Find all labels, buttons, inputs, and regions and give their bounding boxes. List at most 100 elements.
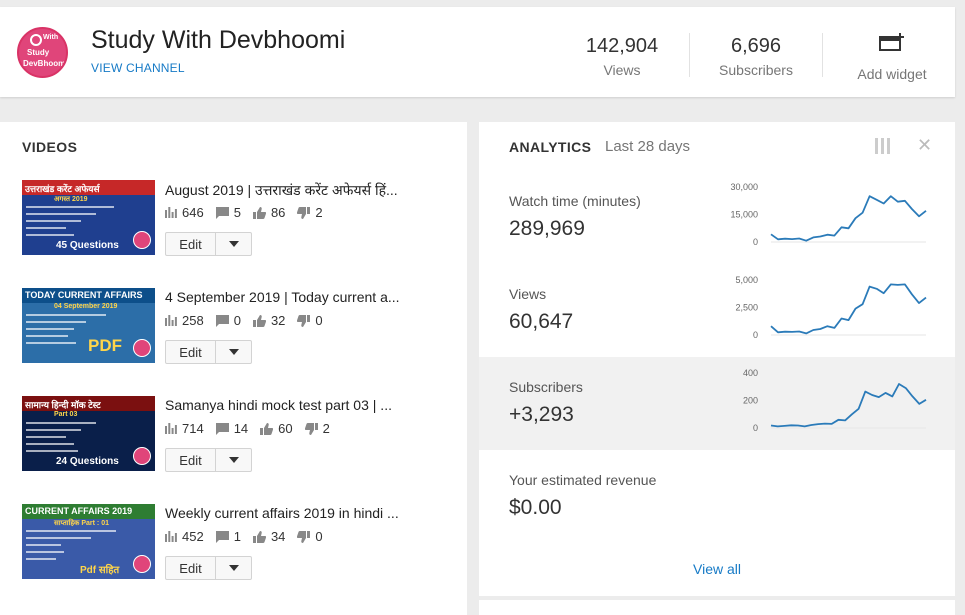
thumbs-up-icon	[260, 422, 274, 435]
thumbnail-text-line	[26, 530, 116, 532]
channel-avatar[interactable]: With Study DevBhoomi	[17, 27, 68, 78]
sparkline-tick-label: 0	[753, 330, 758, 340]
add-widget-button[interactable]: Add widget	[848, 33, 936, 82]
close-icon[interactable]: ✕	[917, 135, 933, 155]
video-stats: 646 5 86 2	[165, 205, 335, 220]
dislikes-stat: 0	[297, 313, 323, 328]
edit-button-group: Edit	[165, 556, 252, 580]
video-dislikes: 2	[315, 205, 323, 220]
video-row: उत्तराखंड करेंट अफेयर्स अगस्त 2019 45 Qu…	[22, 180, 462, 260]
video-title[interactable]: 4 September 2019 | Today current a...	[165, 289, 400, 305]
likes-stat: 86	[252, 205, 285, 220]
sparkline-tick-label: 15,000	[730, 210, 758, 220]
channel-logo-badge	[133, 555, 151, 573]
edit-dropdown-button[interactable]	[216, 449, 251, 471]
video-dislikes: 0	[315, 529, 323, 544]
views-stat: 452	[165, 529, 204, 544]
sparkline-series	[770, 283, 927, 335]
video-row: सामान्य हिन्दी मॉक टेस्ट Part 03 24 Ques…	[22, 396, 462, 476]
thumbnail-highlight: Pdf सहित	[80, 565, 120, 576]
sparkline-tick-label: 30,000	[730, 182, 758, 192]
avatar-text-2: Study	[27, 48, 50, 57]
bar-chart-icon	[165, 531, 177, 542]
video-title[interactable]: Samanya hindi mock test part 03 | ...	[165, 397, 392, 413]
video-stats: 714 14 60 2	[165, 421, 342, 436]
edit-button[interactable]: Edit	[166, 233, 216, 255]
edit-button[interactable]: Edit	[166, 557, 216, 579]
stat-divider	[822, 33, 823, 77]
video-likes: 32	[270, 313, 286, 328]
edit-button-group: Edit	[165, 232, 252, 256]
analytics-metric[interactable]: Watch time (minutes) 289,969 30,000 15,000…	[479, 171, 955, 264]
thumbnail-text-line	[26, 321, 86, 323]
avatar-text-3: DevBhoomi	[23, 59, 68, 68]
thumbs-down-icon	[297, 530, 311, 543]
comment-icon	[215, 422, 229, 435]
likes-stat: 60	[260, 421, 293, 436]
edit-button-group: Edit	[165, 340, 252, 364]
channel-header: With Study DevBhoomi Study With Devbhoom…	[0, 7, 955, 97]
comments-stat: 0	[215, 313, 241, 328]
dislikes-stat: 2	[297, 205, 323, 220]
views-stat: 714	[165, 421, 204, 436]
sparkline-tick-label: 0	[753, 423, 758, 433]
thumbnail-subcaption: अगस्त 2019	[54, 196, 88, 203]
view-all-link[interactable]: View all	[693, 561, 741, 577]
likes-stat: 34	[252, 529, 286, 544]
edit-dropdown-button[interactable]	[216, 233, 251, 255]
bar-chart-icon	[165, 207, 177, 218]
comment-icon	[215, 206, 229, 219]
views-stat: 258	[165, 313, 204, 328]
analytics-metric[interactable]: Subscribers +3,293 400 200 0	[479, 357, 955, 450]
video-views: 714	[182, 421, 204, 436]
next-card-edge	[479, 600, 955, 615]
comment-icon	[215, 314, 229, 327]
metric-sparkline: 30,000 15,000 0	[730, 182, 927, 247]
video-likes: 34	[270, 529, 286, 544]
edit-button[interactable]: Edit	[166, 449, 216, 471]
edit-dropdown-button[interactable]	[216, 557, 251, 579]
analytics-metric[interactable]: Your estimated revenue $0.00	[479, 450, 955, 543]
views-count: 142,904	[585, 35, 659, 57]
comments-stat: 1	[215, 529, 241, 544]
thumbs-down-icon	[297, 314, 311, 327]
thumbs-down-icon	[297, 206, 311, 219]
video-title[interactable]: August 2019 | उत्तराखंड करेंट अफेयर्स हि…	[165, 182, 398, 198]
drag-handle-icon[interactable]	[874, 137, 892, 155]
views-label: Views	[603, 62, 641, 78]
caret-down-icon	[228, 241, 239, 247]
thumbnail-highlight: 24 Questions	[56, 456, 119, 467]
video-row: TODAY CURRENT AFFAIRS 0 4 September 2019 …	[22, 288, 462, 368]
comments-stat: 5	[215, 205, 241, 220]
sparkline-tick-label: 400	[743, 368, 758, 378]
video-thumbnail[interactable]: CURRENT AFFAIRS 2019 साप्ताहिक Part : 01…	[22, 504, 155, 579]
edit-button[interactable]: Edit	[166, 341, 216, 363]
edit-dropdown-button[interactable]	[216, 341, 251, 363]
thumbnail-text-line	[26, 220, 81, 222]
view-channel-link[interactable]: VIEW CHANNEL	[91, 61, 185, 75]
analytics-metric[interactable]: Views 60,647 5,000 2,500 0	[479, 264, 955, 357]
dislikes-stat: 2	[304, 421, 330, 436]
comment-icon	[215, 530, 229, 543]
thumbnail-text-line	[26, 314, 106, 316]
channel-name: Study With Devbhoomi	[91, 26, 346, 54]
video-thumbnail[interactable]: उत्तराखंड करेंट अफेयर्स अगस्त 2019 45 Qu…	[22, 180, 155, 255]
bar-chart-icon	[165, 423, 177, 434]
video-title[interactable]: Weekly current affairs 2019 in hindi ...	[165, 505, 399, 521]
thumbnail-text-line	[26, 537, 91, 539]
video-comments: 0	[233, 313, 241, 328]
metric-value: 60,647	[509, 310, 574, 333]
thumbnail-subcaption: साप्ताहिक Part : 01	[54, 520, 109, 527]
video-thumbnail[interactable]: सामान्य हिन्दी मॉक टेस्ट Part 03 24 Ques…	[22, 396, 155, 471]
sparkline-tick-label: 2,500	[735, 303, 758, 313]
sparkline-series	[770, 195, 927, 242]
caret-down-icon	[228, 457, 239, 463]
channel-logo-badge	[133, 339, 151, 357]
video-views: 258	[182, 313, 204, 328]
thumbnail-subcaption: 04 September 2019	[54, 303, 118, 310]
video-thumbnail[interactable]: TODAY CURRENT AFFAIRS 04 September 2019 …	[22, 288, 155, 363]
thumbs-up-icon	[252, 314, 266, 327]
thumbnail-text-line	[26, 544, 61, 546]
thumbnail-caption: सामान्य हिन्दी मॉक टेस्ट	[25, 400, 101, 410]
sparkline-tick-label: 200	[743, 396, 758, 406]
